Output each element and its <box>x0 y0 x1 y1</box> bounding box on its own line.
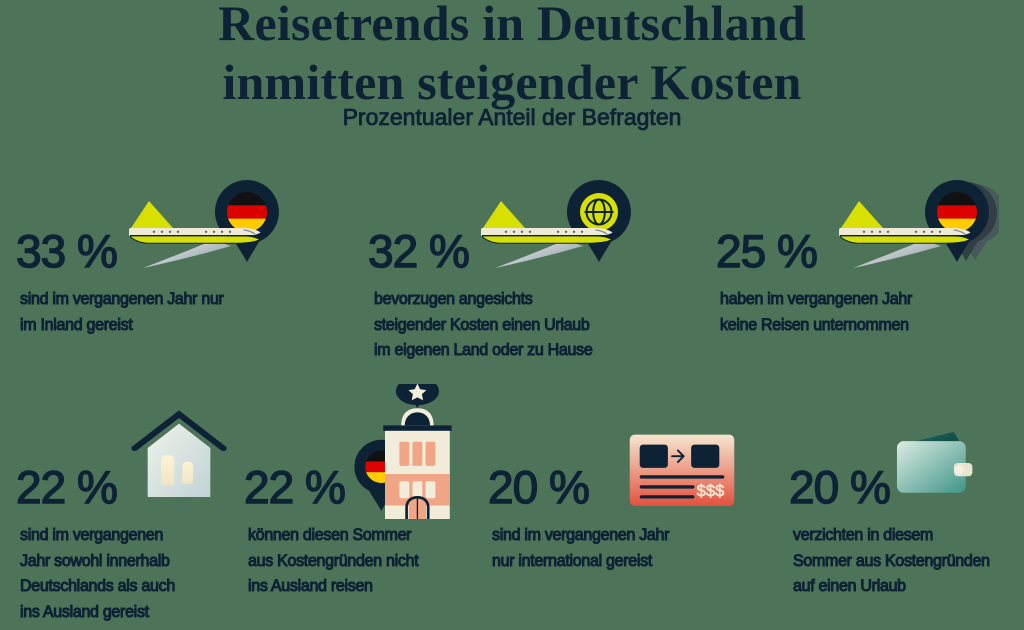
svg-text:$$$: $$$ <box>696 481 725 500</box>
